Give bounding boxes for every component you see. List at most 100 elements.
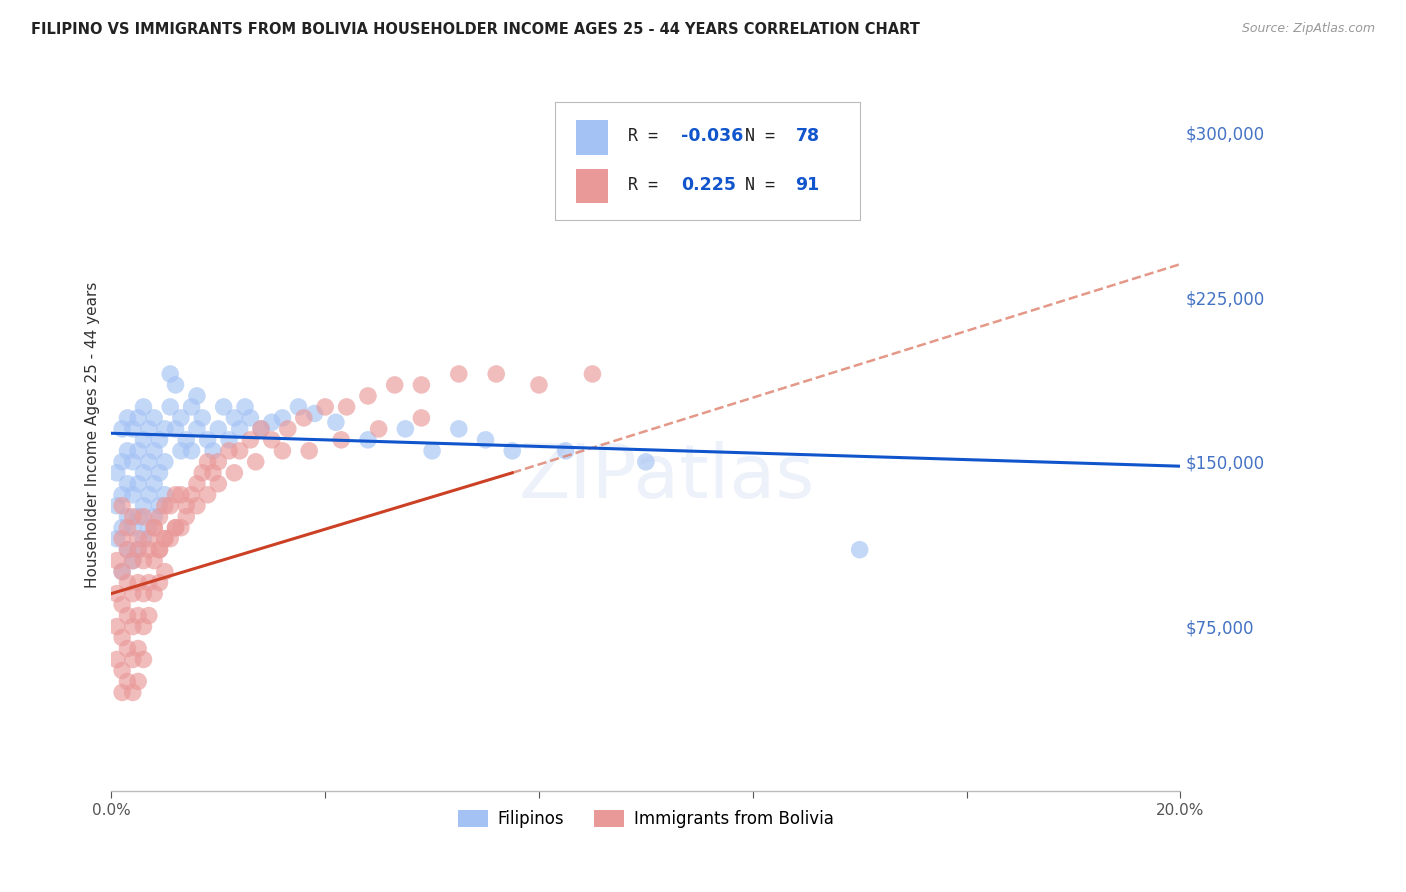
Point	[127, 476, 149, 491]
Point	[111, 422, 134, 436]
Point	[304, 407, 326, 421]
Point	[117, 542, 139, 557]
Point	[138, 422, 160, 436]
Point	[191, 466, 214, 480]
Point	[111, 532, 134, 546]
Point	[117, 443, 139, 458]
Point	[634, 455, 657, 469]
Point	[121, 685, 143, 699]
Point	[174, 499, 197, 513]
Point	[527, 378, 550, 392]
Point	[117, 674, 139, 689]
Point	[138, 532, 160, 546]
Point	[132, 652, 155, 666]
Point	[121, 554, 143, 568]
Point	[121, 652, 143, 666]
Text: Source: ZipAtlas.com: Source: ZipAtlas.com	[1241, 22, 1375, 36]
Point	[143, 509, 166, 524]
Point	[127, 542, 149, 557]
Point	[121, 488, 143, 502]
Point	[127, 542, 149, 557]
Point	[165, 521, 187, 535]
Point	[143, 521, 166, 535]
Point	[153, 499, 176, 513]
Point	[111, 521, 134, 535]
Point	[105, 619, 128, 633]
Point	[170, 521, 193, 535]
Point	[132, 466, 155, 480]
Point	[105, 554, 128, 568]
Point	[111, 565, 134, 579]
Point	[105, 652, 128, 666]
Point	[174, 509, 197, 524]
Point	[148, 575, 170, 590]
Point	[105, 466, 128, 480]
Point	[197, 433, 219, 447]
Point	[197, 488, 219, 502]
Text: 78: 78	[796, 127, 820, 145]
Point	[127, 410, 149, 425]
Point	[250, 422, 273, 436]
Bar	[576, 169, 609, 203]
Point	[581, 367, 603, 381]
Point	[367, 422, 389, 436]
Text: N =: N =	[745, 127, 786, 145]
Point	[111, 455, 134, 469]
Point	[132, 433, 155, 447]
Point	[260, 415, 283, 429]
Point	[848, 542, 870, 557]
Point	[148, 509, 170, 524]
Point	[180, 443, 202, 458]
Point	[357, 389, 380, 403]
Point	[105, 499, 128, 513]
Point	[260, 433, 283, 447]
Point	[121, 554, 143, 568]
Point	[298, 443, 321, 458]
Point	[250, 422, 273, 436]
Point	[207, 455, 229, 469]
Point	[335, 400, 357, 414]
Point	[111, 488, 134, 502]
Text: 0.225: 0.225	[681, 176, 737, 194]
Point	[111, 631, 134, 645]
Point	[111, 499, 134, 513]
Point	[121, 455, 143, 469]
Point	[111, 598, 134, 612]
Point	[105, 532, 128, 546]
Point	[170, 488, 193, 502]
Point	[501, 443, 523, 458]
Point	[212, 400, 235, 414]
Point	[314, 400, 336, 414]
Point	[186, 499, 208, 513]
Point	[239, 410, 262, 425]
Point	[180, 488, 202, 502]
Point	[159, 499, 181, 513]
Point	[138, 608, 160, 623]
Point	[357, 433, 380, 447]
Point	[170, 410, 193, 425]
Point	[207, 422, 229, 436]
Point	[191, 410, 214, 425]
Point	[384, 378, 406, 392]
Point	[121, 586, 143, 600]
Point	[394, 422, 416, 436]
Point	[325, 415, 347, 429]
Point	[447, 367, 470, 381]
Point	[186, 476, 208, 491]
Point	[153, 488, 176, 502]
Point	[224, 410, 246, 425]
Point	[143, 476, 166, 491]
Point	[153, 532, 176, 546]
FancyBboxPatch shape	[555, 103, 859, 220]
Point	[117, 542, 139, 557]
Point	[127, 532, 149, 546]
Point	[138, 488, 160, 502]
Point	[138, 455, 160, 469]
Point	[127, 641, 149, 656]
Point	[218, 443, 240, 458]
Point	[127, 575, 149, 590]
Point	[121, 422, 143, 436]
Point	[138, 542, 160, 557]
Point	[277, 422, 299, 436]
Point	[228, 443, 250, 458]
